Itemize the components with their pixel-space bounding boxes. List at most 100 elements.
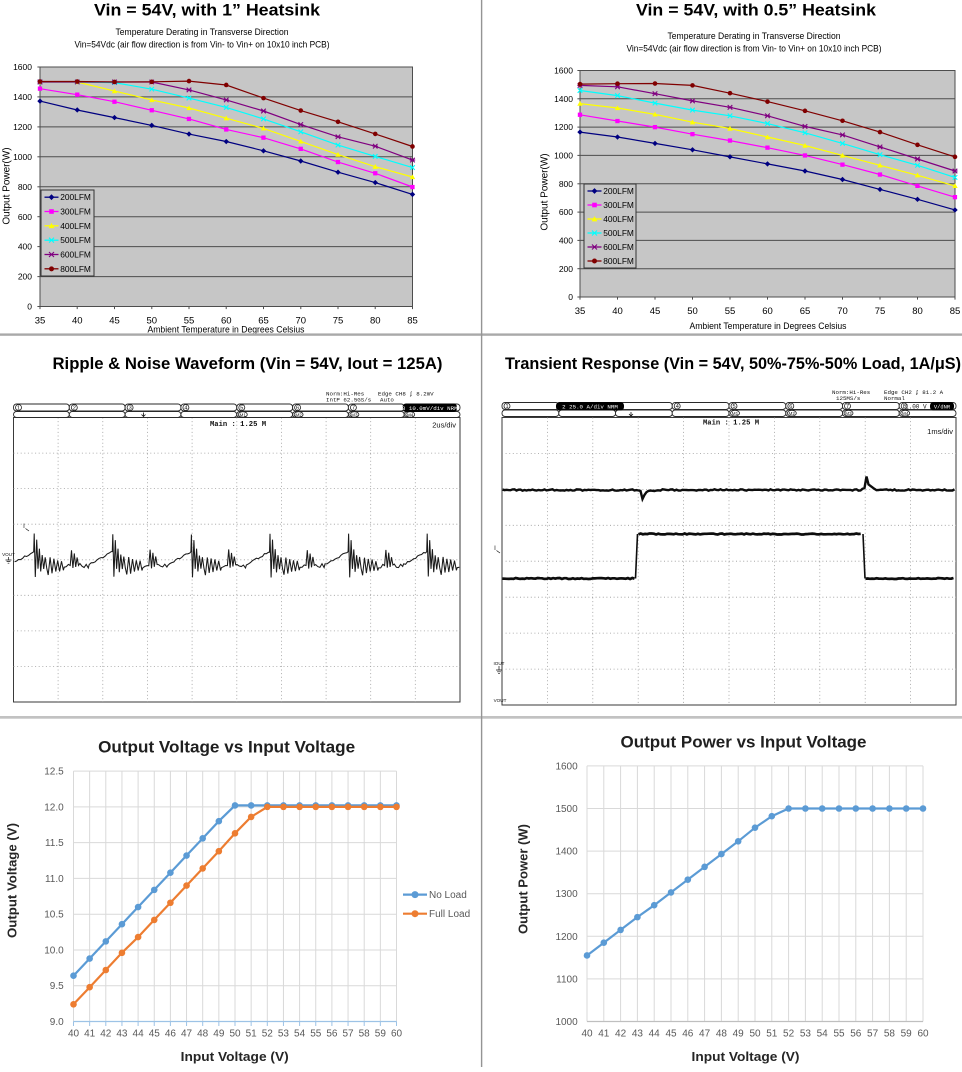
svg-text:46: 46 <box>682 1029 694 1040</box>
svg-text:Auto: Auto <box>380 397 394 404</box>
svg-text:Ambient Temperature in Degrees: Ambient Temperature in Degrees Celsius <box>148 325 305 336</box>
svg-text:Main : 1.25 M: Main : 1.25 M <box>703 420 759 428</box>
svg-text:53: 53 <box>800 1029 812 1040</box>
svg-text:800LFM: 800LFM <box>60 264 91 274</box>
svg-text:Output Power (W): Output Power (W) <box>515 824 530 934</box>
svg-text:Main : 1.25 M: Main : 1.25 M <box>210 421 266 429</box>
svg-text:Transient Response (Vin = 54V,: Transient Response (Vin = 54V, 50%-75%-5… <box>505 354 961 373</box>
svg-text:49: 49 <box>213 1029 225 1040</box>
svg-text:1400: 1400 <box>13 92 32 102</box>
svg-text:Input Voltage (V): Input Voltage (V) <box>692 1049 800 1064</box>
svg-text:Vin=54Vdc (air flow direction: Vin=54Vdc (air flow direction is from Vi… <box>75 40 330 50</box>
svg-text:40: 40 <box>72 316 83 327</box>
svg-text:11.5: 11.5 <box>45 838 64 849</box>
svg-text:800: 800 <box>559 179 573 189</box>
svg-text:59: 59 <box>901 1029 913 1040</box>
svg-text:80: 80 <box>370 316 381 327</box>
svg-text:60: 60 <box>221 316 232 327</box>
svg-text:45: 45 <box>665 1029 677 1040</box>
svg-text:400LFM: 400LFM <box>603 214 634 224</box>
svg-text:49: 49 <box>733 1029 745 1040</box>
svg-text:48: 48 <box>716 1029 728 1040</box>
svg-text:65: 65 <box>258 316 269 327</box>
svg-text:55: 55 <box>184 316 195 327</box>
svg-text:60: 60 <box>917 1029 929 1040</box>
svg-text:59: 59 <box>375 1029 387 1040</box>
svg-text:41: 41 <box>598 1029 610 1040</box>
svg-text:50: 50 <box>749 1029 761 1040</box>
svg-text:2: 2 <box>73 406 76 412</box>
svg-text:600LFM: 600LFM <box>603 242 634 252</box>
svg-text:9.5: 9.5 <box>50 981 64 992</box>
svg-text:10.0: 10.0 <box>44 945 64 956</box>
svg-text:43: 43 <box>632 1029 644 1040</box>
svg-text:Norm:Hi-Res: Norm:Hi-Res <box>832 389 870 396</box>
svg-text:Output Power(W): Output Power(W) <box>2 147 13 224</box>
svg-text:Output Power(W): Output Power(W) <box>540 153 551 230</box>
svg-text:50: 50 <box>229 1029 241 1040</box>
svg-text:44: 44 <box>133 1029 145 1040</box>
svg-text:I: I <box>494 545 496 552</box>
svg-text:4: 4 <box>184 406 187 412</box>
svg-text:1400: 1400 <box>555 847 578 858</box>
svg-text:55: 55 <box>725 306 736 317</box>
svg-text:0: 0 <box>568 292 573 302</box>
svg-text:53: 53 <box>278 1029 290 1040</box>
svg-text:500LFM: 500LFM <box>603 228 634 238</box>
svg-text:5: 5 <box>732 404 735 410</box>
svg-text:4: 4 <box>676 404 679 410</box>
svg-text:10.5: 10.5 <box>44 910 64 921</box>
svg-text:11.0: 11.0 <box>45 874 64 885</box>
svg-text:6: 6 <box>296 406 299 412</box>
svg-text:51: 51 <box>246 1029 258 1040</box>
svg-text:47: 47 <box>181 1029 193 1040</box>
svg-text:85: 85 <box>950 306 961 317</box>
svg-text:8 10.0mV/div NRM: 8 10.0mV/div NRM <box>402 405 458 412</box>
svg-text:54: 54 <box>294 1029 306 1040</box>
svg-text:50: 50 <box>687 306 698 317</box>
svg-text:1000: 1000 <box>555 1017 578 1028</box>
svg-text:52: 52 <box>262 1029 274 1040</box>
svg-text:400: 400 <box>18 242 32 252</box>
svg-text:2 25.0 A/div NRM: 2 25.0 A/div NRM <box>562 403 618 410</box>
svg-text:70: 70 <box>295 316 306 327</box>
svg-text:VOUT: VOUT <box>494 698 507 703</box>
svg-text:40: 40 <box>581 1029 593 1040</box>
svg-text:8: 8 <box>903 404 906 410</box>
svg-text:44: 44 <box>649 1029 661 1040</box>
svg-text:Input Voltage (V): Input Voltage (V) <box>181 1049 289 1064</box>
svg-text:1000: 1000 <box>13 152 32 162</box>
svg-text:200LFM: 200LFM <box>603 186 634 196</box>
svg-text:I: I <box>23 523 25 530</box>
svg-text:1: 1 <box>17 406 20 412</box>
svg-text:Temperature Derating in Transv: Temperature Derating in Transverse Direc… <box>116 27 289 37</box>
svg-text:600: 600 <box>559 207 573 217</box>
svg-text:M3: M3 <box>351 412 358 417</box>
svg-text:43: 43 <box>116 1029 128 1040</box>
svg-text:1200: 1200 <box>555 932 578 943</box>
svg-text:400LFM: 400LFM <box>60 221 91 231</box>
svg-text:6: 6 <box>789 404 792 410</box>
svg-text:80: 80 <box>912 306 923 317</box>
svg-text:M1: M1 <box>732 411 739 416</box>
svg-text:40: 40 <box>68 1029 80 1040</box>
svg-text:46: 46 <box>165 1029 177 1040</box>
svg-text:75: 75 <box>333 316 344 327</box>
svg-text:Vin = 54V, with 1” Heatsink: Vin = 54V, with 1” Heatsink <box>94 1 321 20</box>
svg-text:55: 55 <box>833 1029 845 1040</box>
svg-text:M3: M3 <box>845 411 852 416</box>
svg-text:M4: M4 <box>407 412 414 417</box>
svg-text:9.0: 9.0 <box>50 1017 64 1028</box>
svg-text:35: 35 <box>575 306 586 317</box>
svg-text:45: 45 <box>149 1029 161 1040</box>
svg-text:41: 41 <box>84 1029 96 1040</box>
svg-text:12.5: 12.5 <box>44 767 64 778</box>
svg-text:1400: 1400 <box>554 94 573 104</box>
svg-text:60: 60 <box>391 1029 403 1040</box>
svg-text:M1: M1 <box>240 412 247 417</box>
svg-text:47: 47 <box>699 1029 711 1040</box>
svg-text:1600: 1600 <box>554 66 573 76</box>
svg-text:5: 5 <box>240 406 243 412</box>
svg-text:7: 7 <box>352 406 355 412</box>
svg-text:Edge CH2 ʄ 81.2 A: Edge CH2 ʄ 81.2 A <box>884 389 944 396</box>
